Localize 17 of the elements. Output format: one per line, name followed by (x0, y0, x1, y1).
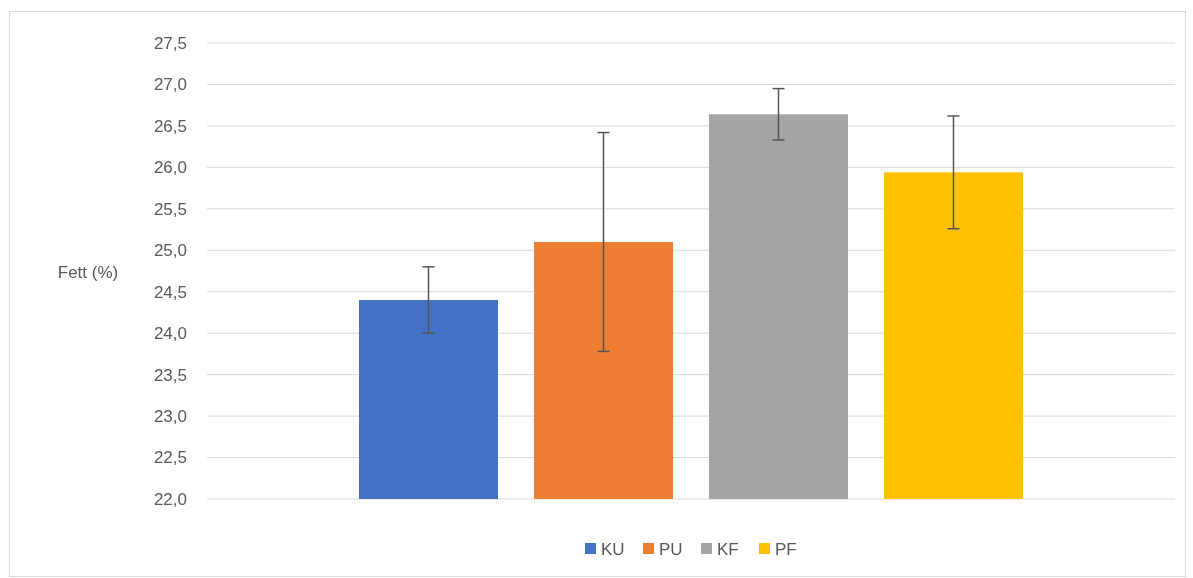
legend-label: KU (601, 539, 625, 559)
y-tick-label: 23,0 (153, 407, 187, 427)
legend-label: KF (717, 539, 739, 559)
y-tick-label: 26,5 (153, 116, 187, 136)
y-tick-label: 25,5 (153, 199, 187, 219)
y-tick-label: 26,0 (153, 158, 187, 178)
legend-label: PU (659, 539, 683, 559)
y-tick-label: 27,0 (153, 75, 187, 95)
y-tick-label: 24,5 (153, 282, 187, 302)
y-tick-label: 22,5 (153, 448, 187, 468)
y-tick-label: 25,0 (153, 241, 187, 261)
y-axis-title: Fett (%) (57, 262, 119, 282)
legend-label: PF (775, 539, 797, 559)
y-tick-label: 27,5 (153, 33, 187, 53)
y-tick-label: 24,0 (153, 324, 187, 344)
y-tick-label: 22,0 (153, 489, 187, 509)
y-tick-label: 23,5 (153, 365, 187, 385)
